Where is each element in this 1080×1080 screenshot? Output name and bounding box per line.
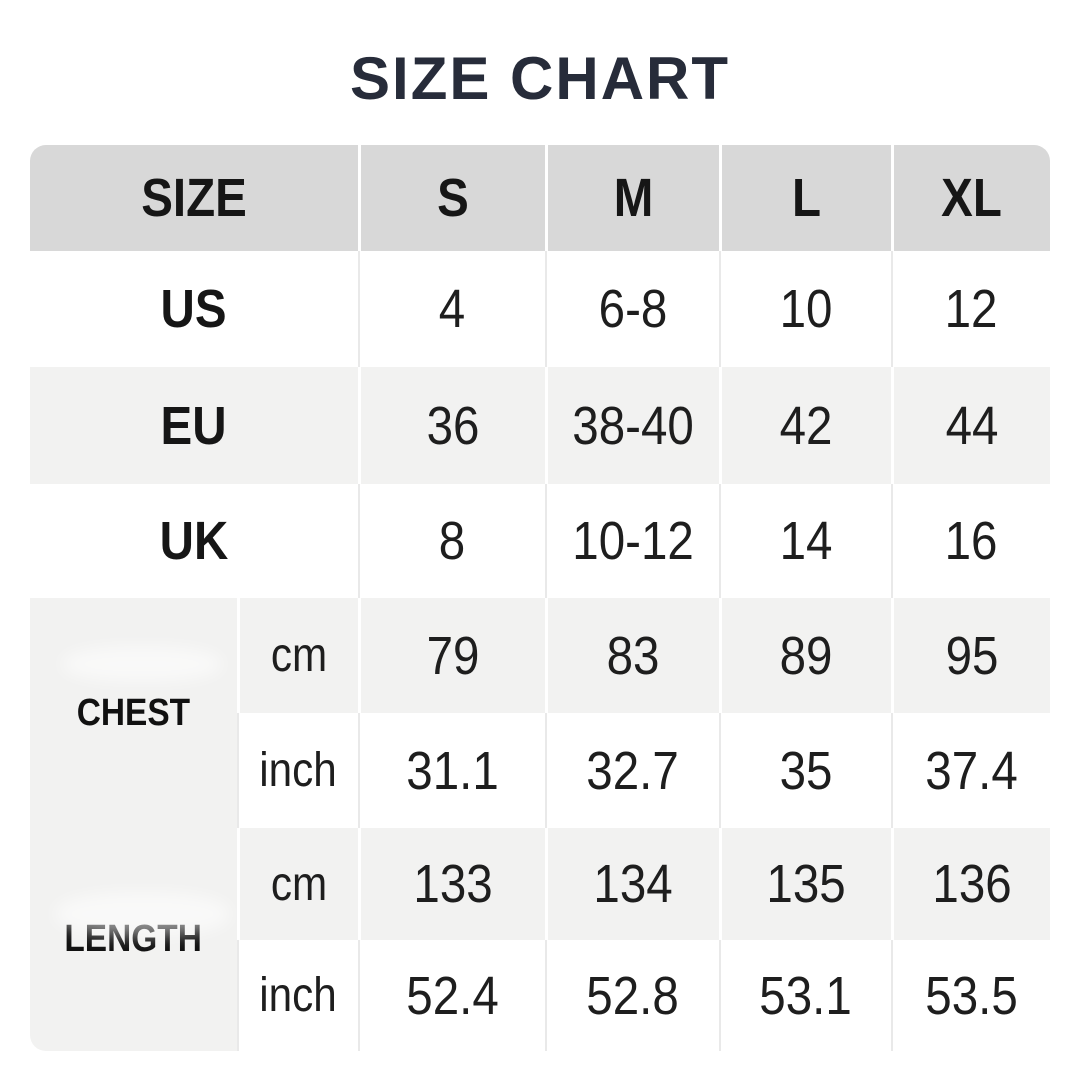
row-uk: UK 8 10-12 14 16 <box>30 484 1050 598</box>
cell-chest-inch-xl-value: 37.4 <box>925 740 1018 801</box>
cell-us-m-value: 6-8 <box>598 279 668 339</box>
row-length-cm: LENGTH cm 133 134 135 136 <box>30 828 1050 1051</box>
cell-uk-m: 10-12 <box>545 484 719 598</box>
cell-chest-cm-m: 83 <box>545 598 719 713</box>
cell-chest-cm-s-value: 79 <box>426 625 480 686</box>
length-section-label-text: LENGTH <box>64 918 203 960</box>
cell-us-xl: 12 <box>891 251 1050 367</box>
cell-chest-cm-s: 79 <box>358 598 545 713</box>
length-cm-unit-text: cm <box>270 857 328 911</box>
cell-length-cm-m-value: 134 <box>593 854 674 914</box>
row-label-uk-text: UK <box>159 511 229 571</box>
cell-length-inch-l: 53.1 <box>719 940 891 1051</box>
row-chest-inch: inch 31.1 32.7 35 37.4 <box>30 713 1050 828</box>
cell-eu-s-value: 36 <box>426 395 480 456</box>
chest-section-label-text: CHEST <box>76 691 191 734</box>
cell-uk-m-value: 10-12 <box>572 511 694 571</box>
cell-eu-l: 42 <box>719 367 891 484</box>
cell-chest-inch-s: 31.1 <box>358 713 545 828</box>
col-header-l: L <box>719 145 891 251</box>
size-header-cell: SIZE <box>30 145 358 251</box>
cell-length-cm-xl-value: 136 <box>932 854 1012 914</box>
cell-uk-l: 14 <box>719 484 891 598</box>
col-header-xl-label: XL <box>941 168 1003 228</box>
size-header-label: SIZE <box>141 168 247 228</box>
cell-length-inch-l-value: 53.1 <box>759 965 853 1026</box>
col-header-s: S <box>358 145 545 251</box>
chest-section-label: CHEST <box>30 598 237 828</box>
chest-inch-unit-text: inch <box>259 744 338 797</box>
row-label-eu-text: EU <box>160 395 227 456</box>
cell-us-l: 10 <box>719 251 891 367</box>
cell-eu-m: 38-40 <box>545 367 719 484</box>
cell-length-cm-s-value: 133 <box>413 854 493 914</box>
cell-chest-inch-l-value: 35 <box>779 740 833 801</box>
cell-uk-s-value: 8 <box>439 511 466 571</box>
cell-eu-l-value: 42 <box>780 395 833 456</box>
cell-length-cm-xl: 136 <box>891 828 1050 940</box>
cell-eu-xl: 44 <box>891 367 1050 484</box>
row-label-uk: UK <box>30 484 358 598</box>
cell-chest-cm-l: 89 <box>719 598 891 713</box>
cell-length-inch-xl: 53.5 <box>891 940 1050 1051</box>
row-eu: EU 36 38-40 42 44 <box>30 367 1050 484</box>
cell-length-inch-s-value: 52.4 <box>406 965 499 1026</box>
length-inch-unit-text: inch <box>259 969 338 1022</box>
col-header-xl: XL <box>891 145 1050 251</box>
cell-chest-cm-xl: 95 <box>891 598 1050 713</box>
length-section-label: LENGTH <box>30 828 237 1051</box>
cell-chest-cm-m-value: 83 <box>607 625 660 686</box>
cell-chest-cm-xl-value: 95 <box>945 625 999 686</box>
chest-cm-unit-text: cm <box>270 629 328 682</box>
cell-us-xl-value: 12 <box>945 279 998 339</box>
chest-cm-unit: cm <box>237 598 358 713</box>
cell-chest-cm-l-value: 89 <box>780 625 833 686</box>
length-cm-unit: cm <box>237 828 358 940</box>
cell-us-l-value: 10 <box>779 279 833 339</box>
cell-eu-m-value: 38-40 <box>572 395 695 456</box>
row-length-inch: inch 52.4 52.8 53.1 53.5 <box>30 940 1050 1051</box>
col-header-m: M <box>545 145 719 251</box>
row-label-eu: EU <box>30 367 358 484</box>
cell-uk-xl: 16 <box>891 484 1050 598</box>
cell-eu-xl-value: 44 <box>945 395 999 456</box>
cell-us-m: 6-8 <box>545 251 719 367</box>
chest-inch-unit: inch <box>237 713 358 828</box>
cell-us-s-value: 4 <box>439 279 466 339</box>
size-chart-table: SIZE S M L XL US 4 6-8 10 12 EU 36 38-40… <box>30 145 1050 1051</box>
cell-uk-l-value: 14 <box>779 511 833 571</box>
cell-chest-inch-l: 35 <box>719 713 891 828</box>
row-chest-cm: CHEST cm 79 83 89 95 <box>30 598 1050 828</box>
cell-uk-xl-value: 16 <box>945 511 998 571</box>
cell-length-cm-l-value: 135 <box>766 854 847 914</box>
cell-length-inch-m: 52.8 <box>545 940 719 1051</box>
col-header-s-label: S <box>437 168 469 228</box>
cell-length-inch-m-value: 52.8 <box>586 965 680 1026</box>
cell-length-cm-l: 135 <box>719 828 891 940</box>
cell-length-cm-s: 133 <box>358 828 545 940</box>
row-us: US 4 6-8 10 12 <box>30 251 1050 367</box>
length-inch-unit: inch <box>237 940 358 1051</box>
cell-chest-inch-m: 32.7 <box>545 713 719 828</box>
cell-chest-inch-m-value: 32.7 <box>586 740 680 801</box>
cell-us-s: 4 <box>358 251 545 367</box>
col-header-m-label: M <box>613 168 654 228</box>
header-row: SIZE S M L XL <box>30 145 1050 251</box>
cell-length-inch-xl-value: 53.5 <box>925 965 1018 1026</box>
page-title: SIZE CHART <box>350 45 730 112</box>
cell-chest-inch-xl: 37.4 <box>891 713 1050 828</box>
cell-length-inch-s: 52.4 <box>358 940 545 1051</box>
cell-chest-inch-s-value: 31.1 <box>406 740 499 801</box>
row-label-us: US <box>30 251 358 367</box>
cell-uk-s: 8 <box>358 484 545 598</box>
row-label-us-text: US <box>160 279 227 339</box>
cell-length-cm-m: 134 <box>545 828 719 940</box>
cell-eu-s: 36 <box>358 367 545 484</box>
col-header-l-label: L <box>791 168 822 228</box>
